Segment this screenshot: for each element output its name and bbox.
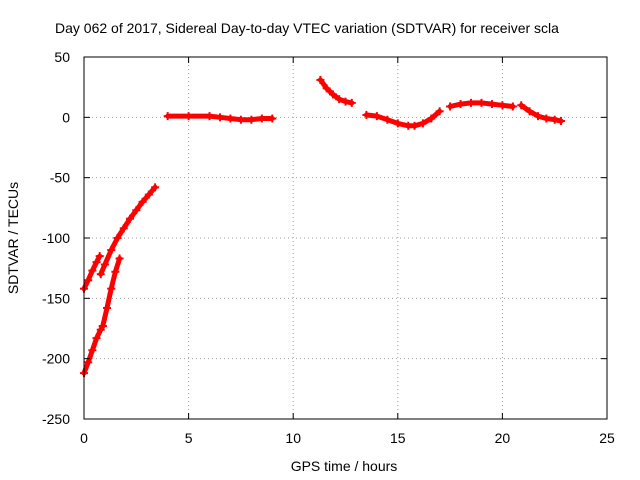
- data-point: [88, 346, 97, 355]
- data-point: [205, 112, 214, 121]
- y-tick-label: 50: [54, 49, 70, 65]
- data-point: [477, 98, 486, 107]
- y-axis-title: SDTVAR / TECUs: [5, 182, 21, 294]
- data-point: [138, 197, 147, 206]
- data-point: [257, 114, 266, 123]
- data-point: [508, 102, 517, 111]
- x-axis-title: GPS time / hours: [291, 458, 398, 474]
- data-point: [418, 119, 427, 128]
- data-point: [456, 100, 465, 109]
- data-point: [435, 107, 444, 116]
- data-point: [393, 119, 402, 128]
- data-point: [226, 114, 235, 123]
- data-point: [84, 358, 93, 367]
- data-point: [236, 115, 245, 124]
- data-marks: [80, 75, 565, 378]
- data-point: [184, 112, 193, 121]
- x-tick-label: 10: [285, 430, 301, 446]
- data-point: [107, 284, 116, 293]
- data-point: [410, 121, 419, 130]
- x-tick-label: 0: [80, 430, 88, 446]
- data-point: [84, 276, 93, 285]
- data-point: [550, 115, 559, 124]
- axis-ticks: 0 5 10 15 20 25 -250 -200 -150 -100 -50 0 50: [42, 49, 615, 446]
- data-point: [328, 90, 337, 99]
- x-tick-label: 25: [599, 430, 615, 446]
- data-point: [525, 107, 534, 116]
- data-point: [487, 100, 496, 109]
- data-point: [533, 112, 542, 121]
- data-point: [115, 254, 124, 263]
- data-point: [347, 98, 356, 107]
- data-point: [103, 303, 112, 312]
- data-point: [92, 334, 101, 343]
- data-point: [126, 214, 135, 223]
- data-point: [316, 75, 325, 84]
- data-point: [111, 267, 120, 276]
- data-point: [119, 224, 128, 233]
- y-tick-label: -200: [42, 351, 70, 367]
- data-point: [446, 102, 455, 111]
- data-point: [98, 322, 107, 331]
- data-point: [107, 246, 116, 255]
- data-point: [322, 84, 331, 93]
- data-point: [215, 113, 224, 122]
- y-tick-label: -150: [42, 290, 70, 306]
- y-tick-label: -100: [42, 230, 70, 246]
- data-point: [163, 112, 172, 121]
- x-tick-label: 20: [495, 430, 511, 446]
- data-point: [247, 115, 256, 124]
- data-point: [341, 97, 350, 106]
- data-point: [100, 260, 109, 269]
- data-point: [517, 101, 526, 110]
- data-point: [268, 114, 277, 123]
- data-point: [95, 252, 104, 261]
- data-point: [556, 116, 565, 125]
- data-point: [92, 258, 101, 267]
- x-tick-label: 15: [390, 430, 406, 446]
- data-point: [498, 101, 507, 110]
- data-point: [96, 270, 105, 279]
- data-point: [132, 206, 141, 215]
- data-point: [542, 114, 551, 123]
- chart-title: Day 062 of 2017, Sidereal Day-to-day VTE…: [55, 20, 559, 36]
- data-series-1: [98, 184, 158, 277]
- data-point: [144, 190, 153, 199]
- data-point: [383, 115, 392, 124]
- x-tick-label: 5: [185, 430, 193, 446]
- y-tick-label: -50: [50, 170, 70, 186]
- data-point: [151, 183, 160, 192]
- data-point: [335, 95, 344, 104]
- y-tick-label: 0: [62, 109, 70, 125]
- data-point: [427, 114, 436, 123]
- data-point: [467, 98, 476, 107]
- data-point: [113, 234, 122, 242]
- data-point: [362, 110, 371, 119]
- data-point: [88, 266, 97, 275]
- y-tick-label: -250: [42, 411, 70, 427]
- data-point: [372, 112, 381, 121]
